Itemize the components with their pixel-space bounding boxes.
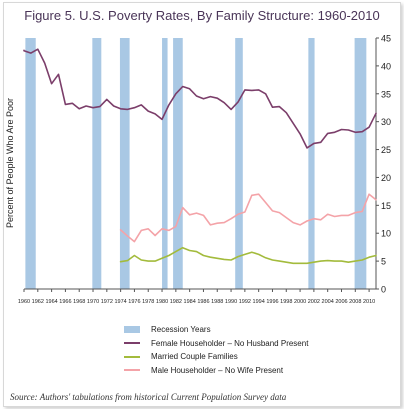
- recession-band-8: [354, 38, 367, 289]
- legend-item-male: Male Householder – No Wife Present: [124, 364, 308, 378]
- recession-band-5: [173, 38, 183, 289]
- x-tick-label: 1986: [197, 299, 209, 305]
- legend-label-recession: Recession Years: [151, 325, 211, 335]
- x-tick-label: 2000: [294, 299, 306, 305]
- y-tick-label: 30: [381, 117, 391, 127]
- legend-swatch-married: [124, 355, 140, 358]
- x-tick-label: 1994: [253, 299, 265, 305]
- x-tick-label: 1972: [101, 299, 113, 305]
- x-tick-label: 1964: [45, 299, 57, 305]
- recession-band-7: [308, 38, 315, 289]
- x-tick-label: 1970: [87, 299, 99, 305]
- legend-swatch-male: [124, 369, 140, 372]
- y-tick-label: 15: [381, 201, 391, 211]
- x-tick-label: 1984: [184, 299, 196, 305]
- y-tick-label: 5: [381, 257, 386, 267]
- x-tick-label: 2006: [335, 299, 347, 305]
- source-note: Source: Authors' tabulations from histor…: [10, 392, 287, 402]
- y-tick-label: 20: [381, 173, 391, 183]
- chart-frame: [3, 2, 401, 407]
- legend-swatch-female: [124, 342, 140, 345]
- x-tick-label: 1980: [156, 299, 168, 305]
- x-tick-label: 2004: [322, 299, 334, 305]
- legend-label-female: Female Householder – No Husband Present: [151, 338, 309, 348]
- recession-band-6: [235, 38, 243, 289]
- legend-item-female: Female Householder – No Husband Present: [124, 337, 308, 351]
- x-tick-label: 1976: [128, 299, 140, 305]
- x-tick-label: 1966: [59, 299, 71, 305]
- x-tick-label: 2002: [308, 299, 320, 305]
- legend-label-male: Male Householder – No Wife Present: [151, 365, 284, 375]
- recession-band-1: [25, 38, 36, 289]
- y-tick-label: 40: [381, 61, 391, 71]
- legend: Recession Years Female Householder – No …: [124, 323, 308, 377]
- x-tick-label: 1992: [239, 299, 251, 305]
- y-tick-label: 10: [381, 229, 391, 239]
- x-tick-label: 1998: [280, 299, 292, 305]
- x-tick-label: 2008: [349, 299, 361, 305]
- legend-label-married: Married Couple Families: [151, 352, 238, 362]
- series-line-married-couple: [119, 246, 377, 265]
- y-tick-label: 25: [381, 145, 391, 155]
- x-tick-label: 2010: [363, 299, 375, 305]
- recession-band-3: [119, 38, 130, 289]
- legend-swatch-recession: [124, 326, 140, 334]
- x-tick-label: 1968: [73, 299, 85, 305]
- chart-title: Figure 5. U.S. Poverty Rates, By Family …: [24, 8, 380, 23]
- series-line-male-householder: [119, 193, 377, 243]
- x-tick-label: 1990: [225, 299, 237, 305]
- recession-band-4: [162, 38, 168, 289]
- x-tick-label: 1996: [266, 299, 278, 305]
- legend-item-married: Married Couple Families: [124, 350, 308, 364]
- x-tick-label: 1982: [170, 299, 182, 305]
- x-tick-label: 1960: [18, 299, 30, 305]
- x-tick-label: 1974: [115, 299, 127, 305]
- x-tick-label: 1988: [211, 299, 223, 305]
- x-tick-label: 1978: [142, 299, 154, 305]
- y-tick-label: 35: [381, 89, 391, 99]
- y-tick-label: 45: [381, 34, 391, 44]
- y-tick-label: 0: [381, 285, 386, 295]
- legend-item-recession: Recession Years: [124, 323, 308, 337]
- series-line-female-householder: [23, 48, 377, 149]
- x-tick-label: 1962: [32, 299, 44, 305]
- recession-band-2: [92, 38, 102, 289]
- y-axis-label: Percent of People Who Are Poor: [5, 98, 15, 228]
